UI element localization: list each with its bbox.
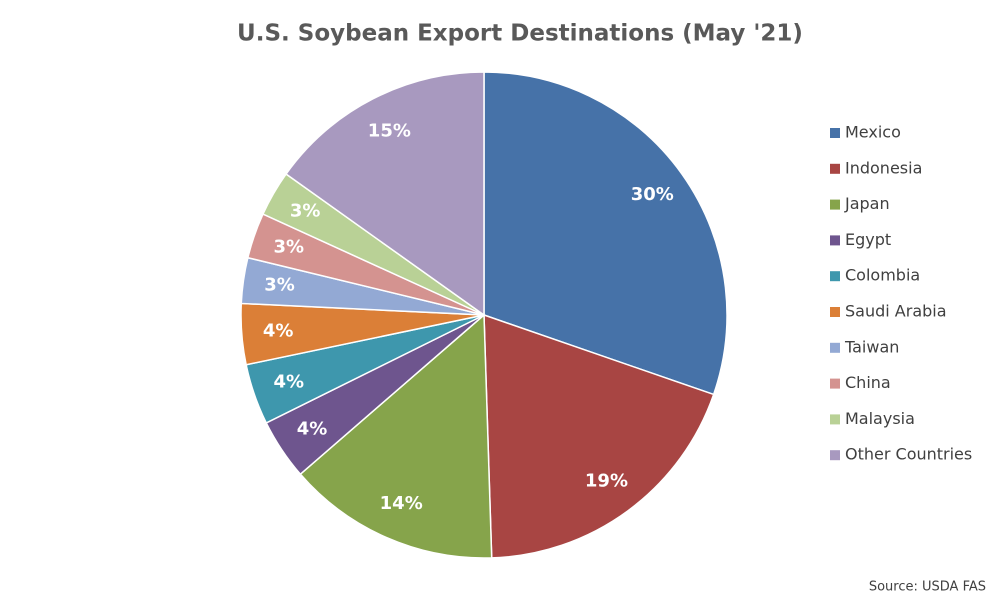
legend-swatch — [830, 128, 840, 138]
legend-label: Egypt — [845, 230, 891, 249]
legend-label: Saudi Arabia — [845, 302, 947, 321]
slice-label: 4% — [297, 418, 328, 439]
legend-label: Japan — [844, 194, 890, 213]
legend-label: Colombia — [845, 266, 920, 285]
chart-title: U.S. Soybean Export Destinations (May '2… — [237, 21, 803, 47]
slice-label: 3% — [274, 236, 305, 257]
legend-swatch — [830, 235, 840, 246]
slice-label: 4% — [274, 372, 305, 393]
pie-slice — [483, 71, 728, 396]
legend-swatch — [830, 163, 840, 174]
slice-label: 19% — [585, 470, 628, 491]
source-note: Source: USDA FAS — [869, 580, 986, 595]
pie-slice — [285, 71, 485, 317]
legend-swatch — [830, 378, 840, 389]
legend-swatch — [830, 450, 840, 461]
legend-swatch — [830, 199, 840, 210]
legend-label: China — [845, 373, 891, 392]
legend-swatch — [830, 414, 840, 425]
slice-label: 14% — [380, 493, 423, 514]
legend-label: Taiwan — [844, 337, 899, 356]
legend-label: Mexico — [845, 123, 901, 142]
slice-label: 3% — [290, 201, 321, 222]
legend-label: Indonesia — [845, 158, 922, 177]
legend-swatch — [830, 342, 840, 353]
slice-label: 4% — [263, 320, 294, 341]
slice-label: 30% — [631, 184, 674, 205]
slice-label: 15% — [368, 120, 411, 141]
pie-slice — [483, 313, 715, 559]
legend-swatch — [830, 307, 840, 317]
slice-label: 3% — [264, 275, 295, 296]
pie-slice — [299, 313, 493, 559]
legend-label: Other Countries — [845, 445, 972, 464]
legend-label: Malaysia — [845, 409, 915, 428]
legend-swatch — [830, 271, 840, 282]
